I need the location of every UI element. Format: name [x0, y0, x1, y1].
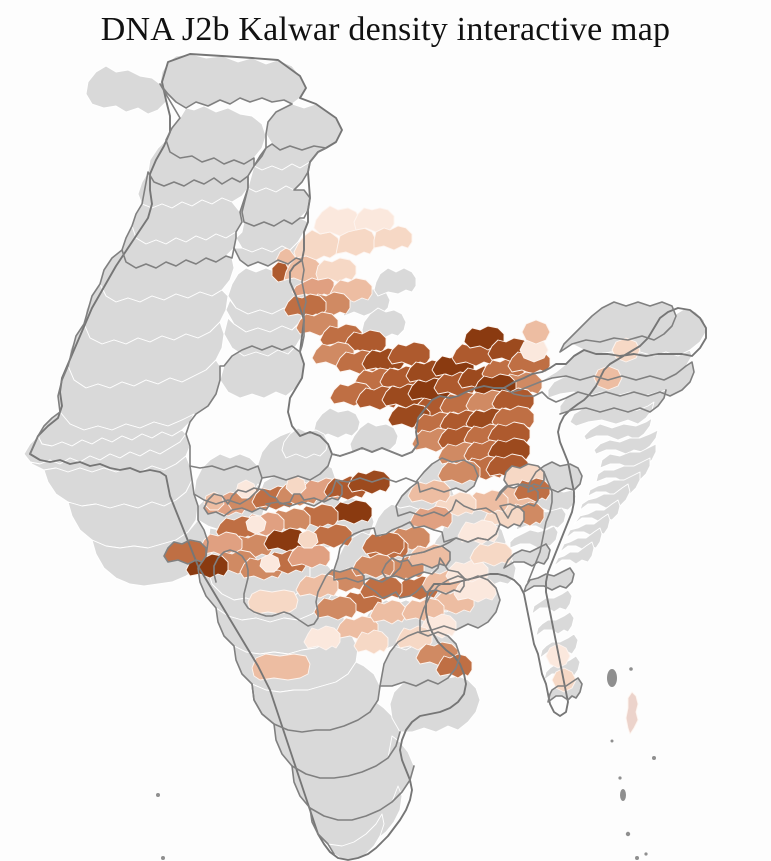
district-data[interactable]: [330, 500, 372, 524]
district-data[interactable]: [246, 516, 266, 534]
district-nodata[interactable]: [594, 430, 658, 454]
districts-no-data-layer: [24, 54, 706, 860]
island-speck: [610, 739, 614, 743]
district-data[interactable]: [612, 338, 640, 362]
district-data[interactable]: [260, 554, 280, 572]
map-specks-layer: [156, 667, 656, 860]
island-speck: [156, 793, 160, 797]
district-data-island[interactable]: [626, 692, 638, 734]
district-data[interactable]: [522, 320, 550, 344]
island-speck: [607, 669, 617, 687]
district-data[interactable]: [252, 654, 310, 680]
island-speck: [625, 831, 631, 837]
state-border: [251, 683, 381, 733]
state-border: [559, 301, 677, 353]
district-nodata[interactable]: [584, 418, 652, 440]
district-data[interactable]: [298, 530, 318, 548]
state-border: [203, 479, 343, 517]
district-nodata[interactable]: [314, 408, 360, 438]
map-canvas[interactable]: [0, 52, 771, 861]
state-border: [503, 361, 695, 403]
district-data[interactable]: [388, 342, 430, 366]
district-nodata[interactable]: [532, 590, 572, 614]
district-data[interactable]: [458, 520, 498, 544]
island-speck: [644, 852, 648, 856]
state-border: [547, 677, 583, 703]
district-data[interactable]: [362, 532, 404, 556]
district-data[interactable]: [294, 230, 340, 260]
india-choropleth-svg[interactable]: [0, 52, 771, 861]
island-speck: [652, 756, 656, 760]
district-data[interactable]: [354, 630, 388, 654]
state-border: [523, 567, 575, 593]
state-border: [379, 631, 461, 687]
district-nodata[interactable]: [166, 106, 266, 164]
district-nodata[interactable]: [374, 268, 416, 296]
island-speck: [629, 667, 633, 671]
district-nodata[interactable]: [554, 542, 594, 566]
district-data[interactable]: [594, 366, 622, 390]
state-border: [241, 143, 327, 227]
island-speck: [161, 856, 165, 860]
district-data[interactable]: [374, 226, 412, 250]
state-border: [559, 389, 667, 415]
district-data[interactable]: [310, 524, 352, 548]
state-border: [159, 83, 293, 167]
district-data[interactable]: [354, 208, 394, 232]
state-border: [419, 575, 501, 633]
district-nodata[interactable]: [510, 526, 558, 548]
district-data[interactable]: [314, 596, 356, 620]
district-nodata[interactable]: [390, 676, 480, 732]
district-data[interactable]: [248, 590, 298, 614]
state-border: [309, 765, 415, 821]
district-data[interactable]: [288, 544, 330, 568]
page-title: DNA J2b Kalwar density interactive map: [100, 11, 671, 48]
state-border: [527, 461, 583, 493]
island-speck: [635, 856, 639, 860]
state-borders-layer: [29, 53, 707, 861]
district-data[interactable]: [438, 460, 480, 484]
district-data[interactable]: [336, 228, 376, 256]
district-data[interactable]: [370, 600, 406, 624]
district-data[interactable]: [470, 542, 512, 566]
district-data[interactable]: [304, 626, 340, 650]
state-border: [403, 463, 545, 557]
state-border: [163, 539, 207, 565]
district-nodata[interactable]: [86, 66, 168, 114]
district-data[interactable]: [348, 470, 390, 494]
island-speck: [618, 776, 622, 780]
island-speck: [620, 789, 626, 801]
state-border: [261, 443, 419, 481]
state-border: [291, 731, 401, 779]
districts-data-layer: [164, 206, 640, 734]
state-border: [503, 543, 551, 569]
state-border: [29, 249, 123, 455]
district-data[interactable]: [296, 574, 338, 598]
district-data[interactable]: [316, 258, 356, 282]
